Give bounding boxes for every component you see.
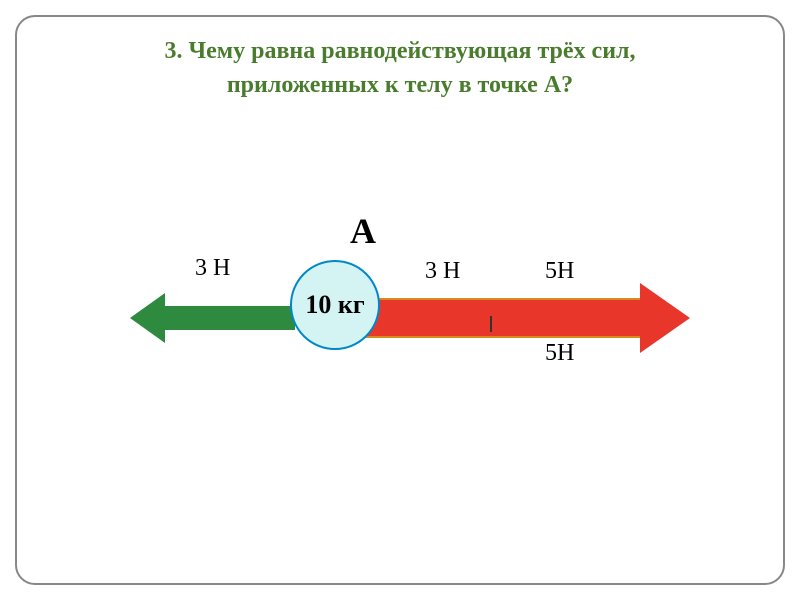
label-left-3n: 3 Н bbox=[195, 255, 230, 282]
mass-value: 10 кг bbox=[305, 290, 364, 320]
force-arrow-left bbox=[130, 293, 295, 343]
label-right-5n-bottom: 5Н bbox=[545, 340, 574, 367]
title-line-2: приложенных к телу в точке А? bbox=[40, 69, 760, 103]
force-arrow-right bbox=[345, 283, 690, 353]
arrow-left-body bbox=[165, 306, 295, 330]
mass-circle: 10 кг bbox=[290, 260, 380, 350]
label-right-3n: 3 Н bbox=[425, 258, 460, 285]
title-line-1: 3. Чему равна равнодействующая трёх сил, bbox=[40, 35, 760, 69]
question-title: 3. Чему равна равнодействующая трёх сил,… bbox=[40, 35, 760, 102]
arrow-right-head bbox=[640, 283, 690, 353]
arrow-right-body bbox=[345, 298, 640, 338]
scale-tick bbox=[490, 316, 492, 332]
point-a-label: А bbox=[350, 210, 376, 252]
arrow-left-head bbox=[130, 293, 165, 343]
label-right-5n-top: 5Н bbox=[545, 258, 574, 285]
